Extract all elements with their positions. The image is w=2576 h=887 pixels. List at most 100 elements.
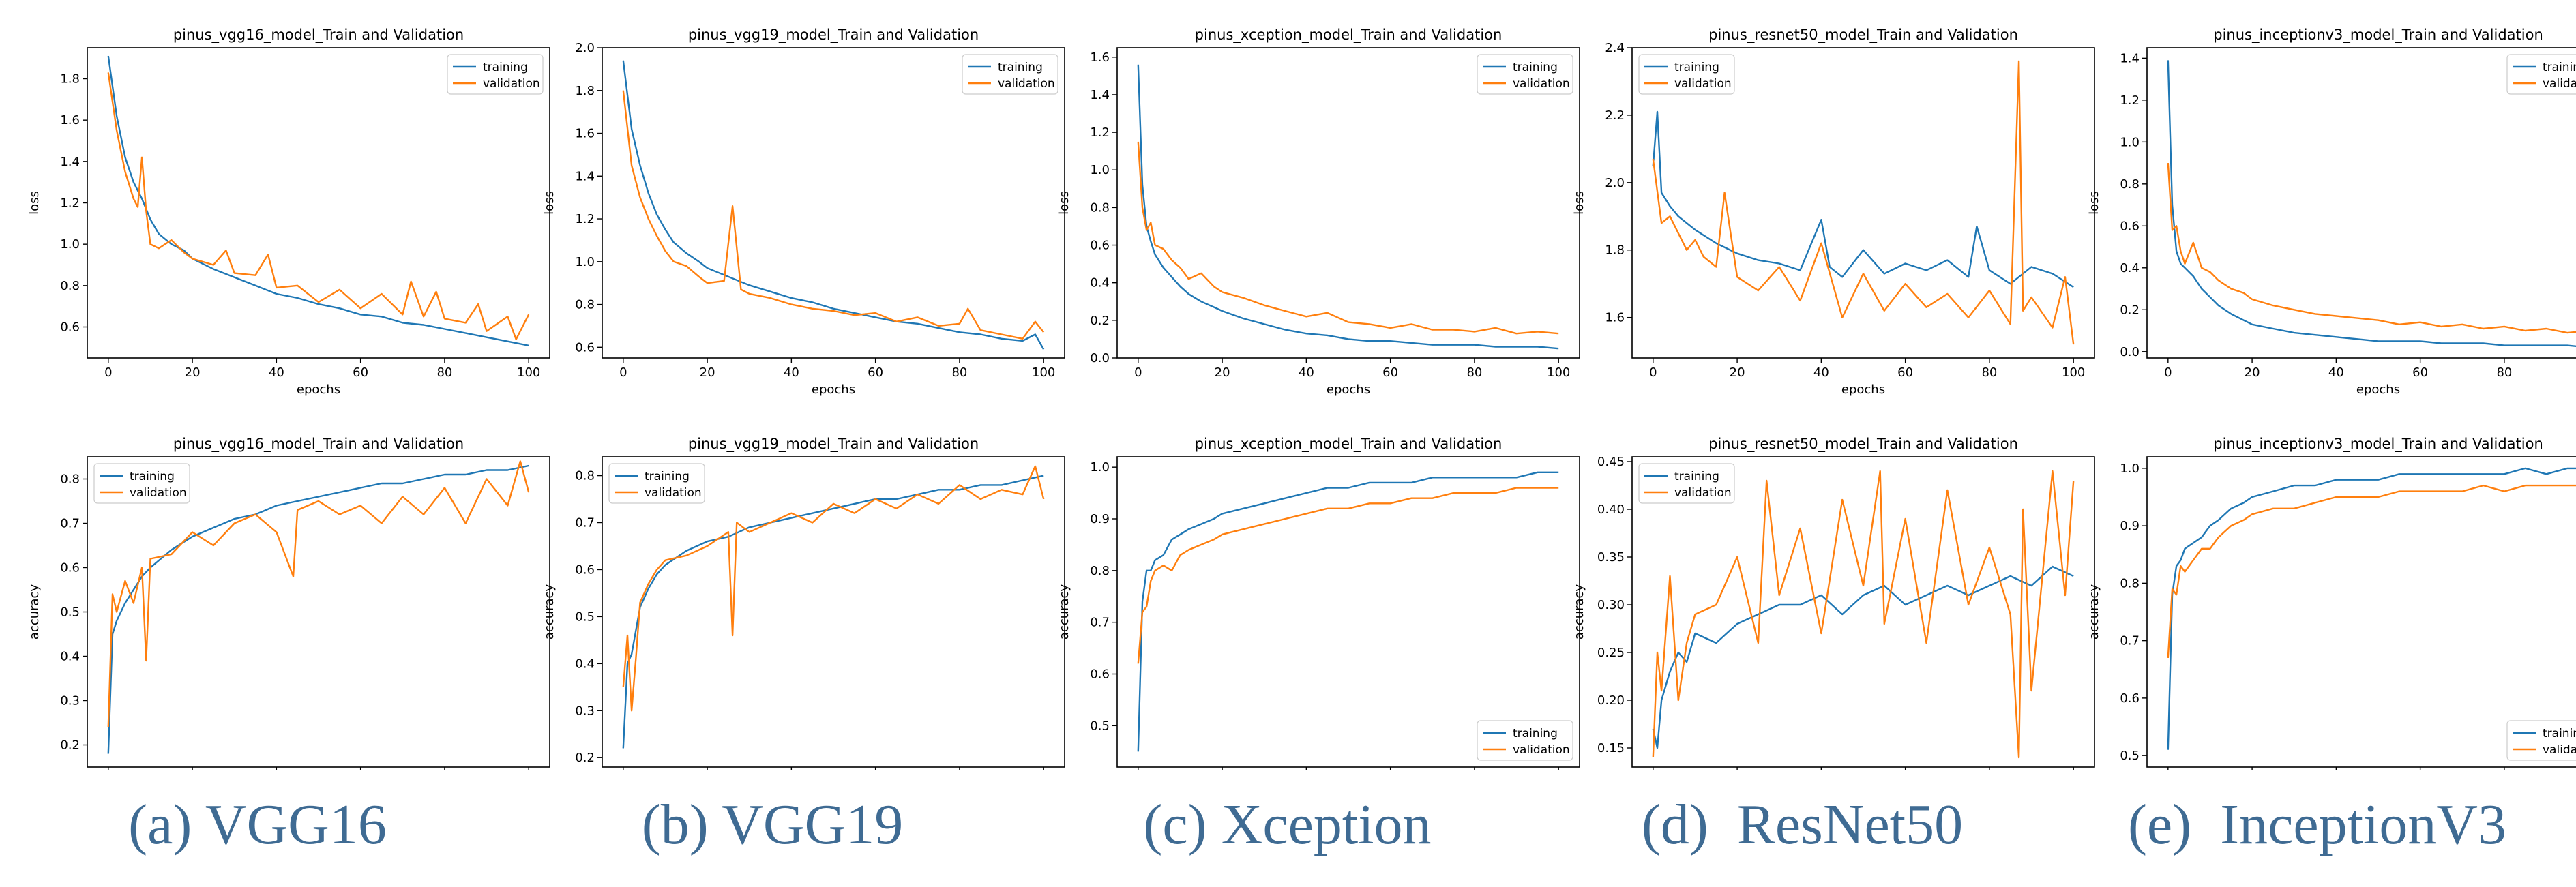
series-line-training (1137, 64, 1559, 350)
y-tick-label: 1.2 (60, 196, 80, 211)
y-tick-label: 0.4 (2120, 261, 2140, 275)
y-tick-label: 0.3 (60, 694, 80, 708)
y-tick-label: 1.0 (1090, 163, 1110, 177)
y-tick-label: 0.7 (60, 517, 80, 531)
y-tick-label: 0.6 (1090, 239, 1110, 253)
x-tick-label: 100 (517, 365, 540, 380)
series-line-validation (622, 90, 1045, 340)
x-axis-label: epochs (1327, 382, 1370, 397)
y-tick-label: 0.6 (60, 320, 80, 335)
y-tick-label: 0.40 (1597, 502, 1625, 517)
legend-label-validation: validation (2543, 743, 2576, 757)
y-tick-label: 0.6 (575, 340, 595, 355)
x-tick-label: 20 (185, 365, 201, 380)
x-tick-label: 80 (1981, 365, 1997, 380)
y-tick-label: 0.3 (575, 704, 595, 718)
legend-label-training: training (2543, 61, 2576, 74)
y-tick-label: 0.35 (1597, 550, 1625, 565)
x-tick-label: 0 (2164, 365, 2172, 380)
series-line-training (2167, 467, 2576, 750)
y-tick-label: 0.9 (1090, 512, 1110, 526)
legend-box (1638, 463, 1735, 504)
legend-label-training: training (1513, 727, 1558, 740)
legend-label-validation: validation (1674, 77, 1732, 91)
y-tick-label: 2.0 (575, 41, 595, 55)
y-tick-label: 0.6 (575, 562, 595, 577)
legend: training validation (2506, 720, 2576, 761)
chart-5: pinus_vgg16_model_Train and Validation02… (27, 436, 550, 770)
x-tick-label: 60 (1382, 365, 1398, 380)
chart-title: pinus_resnet50_model_Train and Validatio… (1708, 436, 2018, 453)
x-tick-label: 20 (1730, 365, 1745, 380)
y-tick-label: 0.5 (575, 610, 595, 624)
y-axis-label: accuracy (2087, 584, 2101, 640)
legend: training validation (1477, 54, 1573, 95)
y-tick-label: 1.6 (60, 113, 80, 127)
subplots-canvas: pinus_vgg16_model_Train and Validation 0 2… (27, 27, 2576, 770)
x-tick-label: 40 (1813, 365, 1829, 380)
y-tick-label: 0.15 (1597, 741, 1625, 755)
y-axis-label: accuracy (542, 584, 557, 640)
series-line-validation (2167, 163, 2576, 334)
x-tick-label: 60 (2412, 365, 2428, 380)
series-line-training (622, 60, 1045, 350)
chart-title: pinus_vgg16_model_Train and Validation (173, 436, 464, 453)
legend-box (1477, 54, 1573, 95)
caption-vgg19: (b) VGG19 (641, 793, 904, 856)
y-tick-label: 0.25 (1597, 646, 1625, 660)
x-tick-label: 0 (104, 365, 112, 380)
x-tick-label: 80 (2496, 365, 2512, 380)
legend-label-validation: validation (1674, 486, 1732, 500)
legend: training validation (93, 463, 190, 504)
y-tick-label: 0.2 (60, 738, 80, 753)
x-tick-label: 60 (353, 365, 368, 380)
plot-frame (602, 456, 1065, 768)
x-axis-label: epochs (812, 382, 855, 397)
caption-vgg16: (a) VGG16 (128, 793, 387, 856)
chart-1: pinus_vgg19_model_Train and Validation 0 2… (542, 27, 1065, 397)
y-tick-label: 0.20 (1597, 693, 1625, 708)
series-line-validation (107, 72, 530, 340)
x-tick-label: 100 (1032, 365, 1055, 380)
legend-box (2506, 720, 2576, 761)
chart-9: pinus_inceptionv3_model_Train and Valida… (2087, 436, 2576, 770)
series-lines (2167, 467, 2576, 750)
legend: training validation (2506, 54, 2576, 95)
y-tick-label: 0.5 (1090, 719, 1110, 733)
x-tick-label: 40 (269, 365, 284, 380)
chart-4: pinus_inceptionv3_model_Train and Valida… (2087, 27, 2576, 397)
chart-title: pinus_vgg19_model_Train and Validation (688, 436, 979, 453)
chart-2: pinus_xception_model_Train and Validatio… (1057, 27, 1580, 397)
y-tick-label: 0.8 (1090, 564, 1110, 578)
y-tick-label: 0.6 (2120, 219, 2140, 233)
legend: training validation (1638, 54, 1735, 95)
legend-label-validation: validation (130, 486, 187, 500)
y-tick-label: 0.4 (575, 657, 595, 671)
legend-label-validation: validation (998, 77, 1055, 91)
y-axis-label: loss (542, 191, 557, 215)
y-tick-label: 0.30 (1597, 598, 1625, 612)
chart-3: pinus_resnet50_model_Train and Validatio… (1572, 27, 2095, 397)
y-tick-label: 0.8 (2120, 177, 2140, 192)
legend: training validation (962, 54, 1058, 95)
y-axis-label: accuracy (1572, 584, 1586, 640)
caption-inceptionv3: (e) InceptionV3 (2127, 793, 2507, 856)
y-tick-label: 0.0 (2120, 345, 2140, 359)
legend-label-validation: validation (1513, 743, 1570, 757)
x-tick-label: 80 (1466, 365, 1482, 380)
series-line-validation (107, 460, 530, 727)
series-lines (1652, 470, 2075, 759)
y-tick-label: 0.5 (60, 605, 80, 620)
legend-box (447, 54, 544, 95)
series-lines (622, 60, 1045, 350)
series-line-validation (622, 465, 1045, 712)
legend-box (2506, 54, 2576, 95)
series-line-validation (1137, 141, 1559, 335)
y-tick-label: 0.45 (1597, 455, 1625, 469)
x-tick-label: 80 (436, 365, 452, 380)
chart-0: pinus_vgg16_model_Train and Validation 0 2… (27, 27, 550, 397)
y-tick-label: 1.4 (2120, 51, 2140, 65)
x-tick-label: 100 (2062, 365, 2085, 380)
chart-title: pinus_vgg19_model_Train and Validation (688, 27, 979, 44)
y-tick-label: 0.8 (60, 279, 80, 293)
